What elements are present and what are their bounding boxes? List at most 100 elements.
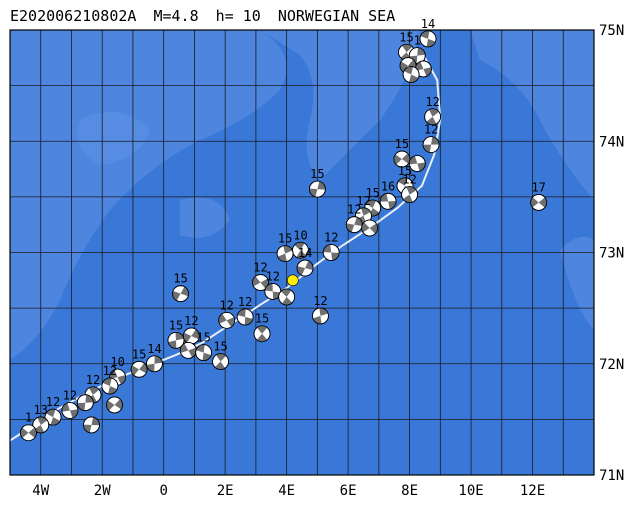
focal-mechanism-beachball: 12: [312, 294, 329, 325]
mechanism-depth-label: 10: [110, 355, 124, 369]
latitude-axis-labels: 75N 74N 73N 72N 71N: [599, 23, 624, 484]
latitude-tick-label: 75N: [599, 23, 624, 39]
mechanism-depth-label: 12: [238, 295, 252, 309]
mechanism-depth-label: 15: [173, 272, 187, 286]
mechanism-depth-label: 13: [34, 403, 48, 417]
longitude-tick-label: 4W: [32, 483, 49, 499]
longitude-tick-label: 4E: [278, 483, 295, 499]
mechanism-depth-label: 15: [395, 137, 409, 151]
focal-mechanism-beachball: 14: [296, 246, 314, 277]
focal-mechanism-beachball: 17: [530, 180, 548, 211]
mechanism-depth-label: 12: [184, 314, 198, 328]
mechanism-depth-label: 12: [424, 123, 438, 137]
focal-mechanism-beachball: 12: [264, 269, 282, 300]
focal-mechanism-beachball: 12: [236, 295, 254, 326]
focal-mechanism-beachball: 12: [345, 203, 363, 234]
epicenter-marker: [286, 274, 299, 287]
mechanism-depth-label: 12: [46, 395, 60, 409]
focal-mechanism-beachball: 15: [172, 272, 189, 303]
mechanism-depth-label: 14: [147, 342, 161, 356]
mechanism-depth-label: 12: [219, 298, 233, 312]
mechanism-depth-label: 1: [25, 411, 32, 425]
focal-mechanism-beachball: 15: [276, 232, 294, 263]
latitude-tick-label: 72N: [599, 357, 624, 373]
focal-mechanism-beachball: 13: [32, 403, 50, 434]
focal-mechanism-beachball: [408, 155, 426, 172]
mechanism-depth-label: 12: [313, 294, 327, 308]
focal-mechanism-beachball: [83, 416, 100, 434]
mechanism-depth-label: 12: [253, 261, 267, 275]
latitude-tick-label: 73N: [599, 246, 624, 262]
focal-mechanism-beachball: 12: [322, 231, 340, 261]
mechanism-depth-label: 12: [86, 373, 100, 387]
mechanism-depth-label: 15: [213, 340, 227, 354]
focal-mechanism-beachball: [415, 60, 432, 78]
focal-mechanism-beachball: 15: [130, 347, 148, 378]
focal-mechanism-beachball: 12: [422, 123, 440, 153]
coordinate-grid: [10, 30, 594, 475]
mechanism-depth-label: 12: [266, 269, 280, 283]
focal-mechanism-beachball: 16: [379, 179, 397, 210]
focal-mechanism-beachball: 15: [212, 340, 229, 370]
mechanism-depth-label: 15: [310, 167, 324, 181]
focal-mechanism-beachball: [402, 66, 420, 83]
focal-mechanism-beachball: [106, 396, 123, 414]
focal-mechanism-beachball: 12: [182, 314, 200, 345]
event-id: E202006210802A: [10, 7, 136, 25]
focal-mechanism-beachball: [361, 219, 379, 237]
focal-mechanism-beachball: 15: [253, 312, 271, 343]
mechanism-depth-label: 15: [132, 347, 146, 361]
mechanism-depth-label: 12: [63, 388, 77, 402]
mechanism-depth-label: 10: [293, 228, 307, 242]
focal-mechanism-beachball: 15: [308, 167, 326, 198]
longitude-tick-label: 8E: [401, 483, 418, 499]
focal-mechanism-beachball: 12: [44, 395, 62, 426]
focal-mechanism-beachball: 1: [20, 411, 37, 442]
focal-mechanism-beachball: 12: [252, 261, 269, 291]
longitude-tick-label: 2E: [217, 483, 234, 499]
mechanism-depth-label: 15: [278, 232, 292, 246]
longitude-tick-label: 2W: [94, 483, 111, 499]
focal-mechanism-beachball: [179, 341, 197, 359]
latitude-tick-label: 71N: [599, 468, 624, 484]
longitude-tick-label: 12E: [520, 483, 545, 499]
mechanism-depth-label: 14: [421, 17, 435, 31]
focal-mechanism-beachball: 14: [146, 342, 163, 373]
mechanism-depth-label: 15: [399, 30, 413, 44]
mechanism-depth-label: 15: [169, 318, 183, 332]
focal-mechanism-beachball: [278, 288, 296, 306]
longitude-tick-label: 6E: [340, 483, 357, 499]
focal-mechanism-beachball: [76, 394, 94, 412]
focal-mechanism-beachball: 15: [393, 137, 411, 168]
mechanism-depth-label: 12: [402, 173, 416, 187]
region-name: NORWEGIAN SEA: [278, 7, 395, 25]
longitude-tick-label: 0: [159, 483, 167, 499]
mechanism-depth-label: 15: [398, 164, 412, 178]
focal-mechanism-beachball: 15: [195, 331, 213, 362]
focal-mechanism-beachball: 12: [101, 364, 119, 395]
mechanism-depth-label: 16: [381, 179, 395, 193]
magnitude-label: M=4.8: [153, 7, 198, 25]
mechanism-depth-label: 12: [347, 203, 361, 217]
mechanism-depth-label: 15: [196, 331, 210, 345]
mechanism-depth-label: 12: [425, 95, 439, 109]
map-title: E202006210802A M=4.8 h= 10 NORWEGIAN SEA: [10, 7, 395, 25]
focal-mechanism-beachball: 12: [61, 388, 79, 419]
mechanism-depth-label: 1: [414, 34, 421, 48]
latitude-tick-label: 74N: [599, 134, 624, 150]
focal-mechanism-beachball: 14: [419, 17, 437, 48]
map-frame: [9, 29, 595, 476]
mechanism-depth-label: 15: [255, 312, 269, 326]
mechanism-depth-label: 15: [365, 186, 379, 200]
mechanism-depth-label: 17: [531, 180, 545, 194]
mechanism-depth-label: 12: [103, 364, 117, 378]
focal-mechanism-beachball: 12: [401, 173, 418, 204]
focal-mechanism-beachball: 15: [167, 318, 185, 349]
longitude-tick-label: 10E: [458, 483, 483, 499]
mechanism-depth-label: 12: [324, 231, 338, 245]
focal-mechanism-beachball: 10: [292, 228, 309, 259]
focal-mechanism-beachball: 12: [424, 95, 442, 126]
